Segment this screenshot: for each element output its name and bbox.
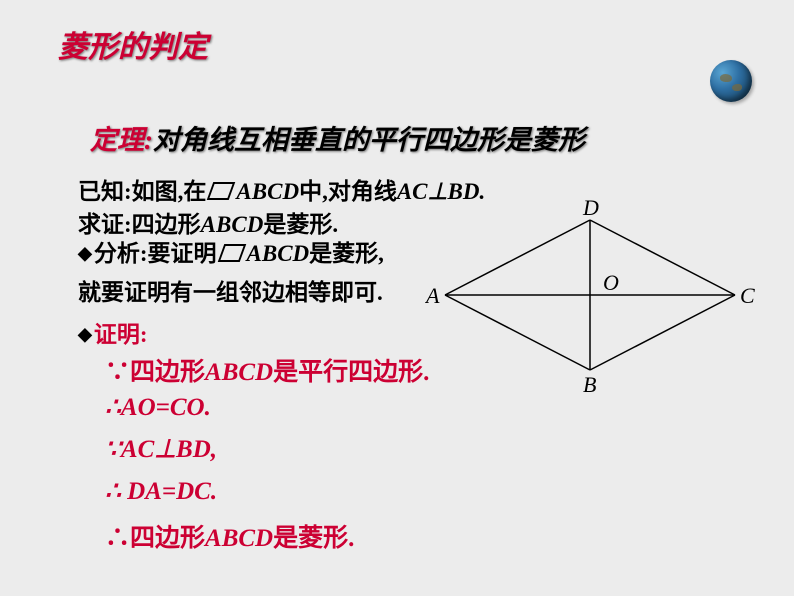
slide-page: { "title": "菱形的判定", "theorem": { "label"… bbox=[0, 0, 794, 596]
proof-label: ◆证明: bbox=[78, 315, 148, 349]
svg-text:C: C bbox=[740, 283, 755, 308]
p5d: 是菱形. bbox=[273, 525, 354, 552]
svg-text:D: D bbox=[582, 195, 599, 220]
analysis-1c: 是菱形, bbox=[309, 241, 384, 266]
diamond-bullet-icon: ◆ bbox=[78, 324, 92, 345]
parallelogram-icon bbox=[217, 244, 246, 262]
diagram-svg: A B C D O bbox=[425, 195, 760, 395]
page-title: 菱形的判定 bbox=[58, 22, 208, 66]
proof-line-1: ∵四边形ABCD是平行四边形. bbox=[105, 352, 429, 388]
proof-line-4: ∴ DA=DC. bbox=[105, 476, 217, 506]
theorem-label: 定理: bbox=[90, 125, 153, 155]
analysis-label: 分析: bbox=[94, 241, 148, 266]
globe-icon bbox=[710, 60, 752, 102]
p1b: 四边形 bbox=[130, 359, 205, 386]
p1d: 是平行四边形. bbox=[273, 359, 429, 386]
svg-text:B: B bbox=[583, 372, 596, 395]
rhombus-diagram: ABCDO bbox=[425, 195, 760, 375]
given-shape: ABCD bbox=[236, 179, 299, 204]
analysis-1a: 要证明 bbox=[148, 241, 217, 266]
svg-text:A: A bbox=[425, 283, 440, 308]
p1a: ∵ bbox=[105, 359, 130, 386]
analysis-1b: ABCD bbox=[247, 241, 310, 266]
svg-text:O: O bbox=[603, 270, 619, 295]
analysis-line-1: ◆分析:要证明 ABCD是菱形, bbox=[78, 234, 384, 268]
theorem-line: 定理:对角线互相垂直的平行四边形是菱形 bbox=[90, 118, 585, 157]
theorem-text: 对角线互相垂直的平行四边形是菱形 bbox=[153, 125, 585, 155]
p5a: ∴ bbox=[105, 525, 130, 552]
analysis-line-2: 就要证明有一组邻边相等即可. bbox=[78, 273, 383, 307]
proof-label-text: 证明: bbox=[94, 322, 148, 347]
p5c: ABCD bbox=[205, 525, 273, 552]
proof-line-3: ∵AC⊥BD, bbox=[105, 434, 217, 464]
proof-line-2: ∴AO=CO. bbox=[105, 392, 211, 422]
p1c: ABCD bbox=[205, 359, 273, 386]
p5b: 四边形 bbox=[130, 525, 205, 552]
diamond-bullet-icon: ◆ bbox=[78, 243, 92, 264]
given-middle: 中,对角线 bbox=[299, 179, 397, 204]
proof-line-5: ∴四边形ABCD是菱形. bbox=[105, 518, 354, 554]
given-prefix: 已知:如图,在 bbox=[78, 179, 206, 204]
parallelogram-icon bbox=[207, 182, 236, 200]
